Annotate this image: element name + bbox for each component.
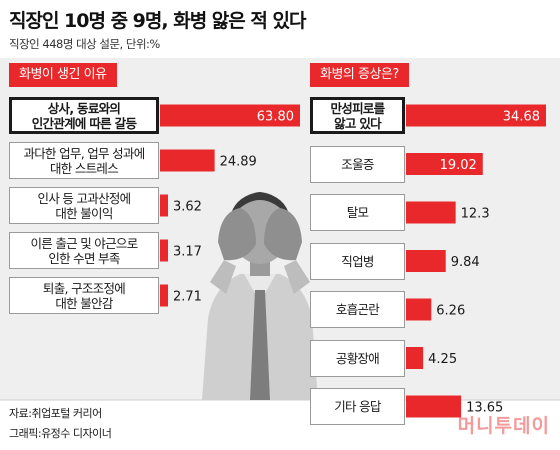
category-label: 퇴출, 구조조정에 대한 불안감 [9,277,159,314]
bar [160,284,168,307]
category-label: 조울증 [310,145,405,183]
bar [160,104,300,127]
bar [406,104,546,127]
bar [406,395,462,418]
graphic-credit: 그래픽:유정수 디자이너 [9,427,112,440]
data-label: 13.65 [466,401,503,416]
data-label: 2.71 [173,290,202,305]
data-label: 34.68 [503,110,540,125]
page-subtitle: 직장인 448명 대상 설문, 단위:% [9,37,160,51]
data-label: 3.62 [173,200,202,215]
category-label: 탈모 [310,194,405,231]
bar [406,298,432,321]
category-label: 만성피로를 앓고 있다 [310,97,405,134]
data-label: 19.02 [440,158,477,173]
data-label: 9.84 [451,255,480,270]
category-label: 과다한 업무, 업무 성과에 대한 스트레스 [9,142,159,179]
category-label: 상사, 동료와의 인간관계에 따른 갈등 [9,97,159,134]
right-chart-title: 화병의 증상은? [310,63,409,87]
left-chart-title: 화병이 생긴 이유 [9,63,117,87]
category-label: 이른 출근 및 야근으로 인한 수면 부족 [9,232,159,269]
bar [160,194,168,217]
bar [406,250,446,272]
bar [160,149,215,172]
category-label: 직업병 [310,242,405,280]
category-label: 인사 등 고과산정에 대한 불이익 [9,187,159,224]
bar [160,239,168,262]
bar [406,201,456,224]
stressed-person-illustration [202,192,318,400]
data-label: 24.89 [220,155,257,170]
data-label: 3.17 [173,245,202,260]
bar [406,153,483,175]
category-label: 공황장애 [310,339,405,377]
data-label: 63.80 [257,110,294,125]
data-label: 4.25 [428,352,457,367]
source-note: 자료:취업포털 커리어 [9,407,102,420]
category-label: 호흡곤란 [310,291,405,328]
page-title: 직장인 10명 중 9명, 화병 앓은 적 있다 [9,10,306,32]
watermark-logo: 머니투데이 [457,415,550,437]
bar [406,347,424,369]
data-label: 12.3 [461,207,490,222]
category-label: 기타 응답 [310,388,405,425]
data-label: 6.26 [436,304,465,319]
